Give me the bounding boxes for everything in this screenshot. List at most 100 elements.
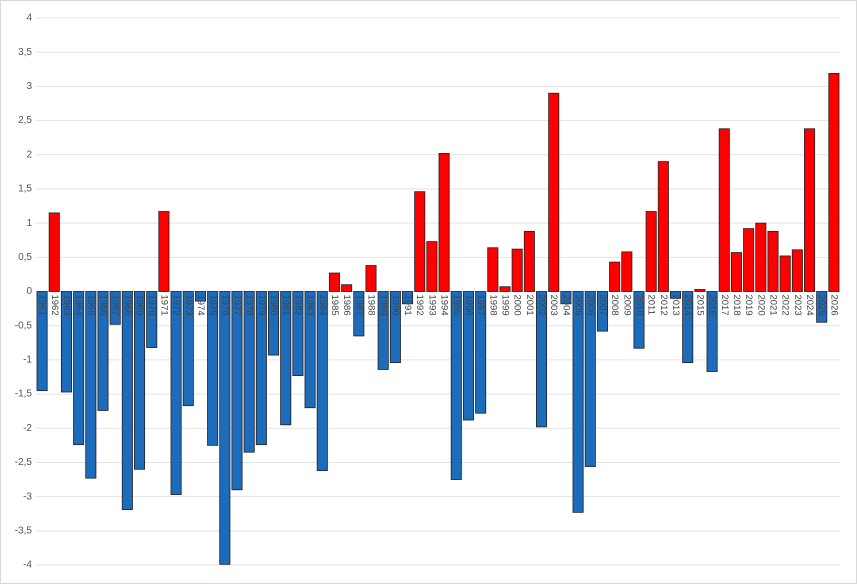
bar — [268, 291, 280, 356]
bar — [755, 222, 767, 292]
bar — [402, 291, 414, 305]
bar — [536, 291, 548, 428]
bar — [499, 286, 511, 292]
x-tick-label: 1978 — [244, 295, 255, 316]
x-tick-label: 2018 — [731, 295, 742, 316]
bar — [572, 291, 584, 513]
x-tick-label: 1990 — [390, 295, 401, 316]
bar — [231, 291, 243, 491]
bar — [438, 152, 450, 292]
x-tick-label: 1974 — [195, 295, 206, 316]
bar — [523, 230, 535, 292]
x-tick-label: 2022 — [780, 295, 791, 316]
bar — [743, 228, 755, 292]
bar — [243, 291, 255, 453]
x-tick-label: 1980 — [268, 295, 279, 316]
bar — [816, 291, 828, 323]
bar — [60, 291, 72, 393]
bar — [207, 291, 219, 446]
x-tick-label: 1992 — [414, 295, 425, 316]
y-tick-label: -0,5 — [15, 320, 33, 331]
bar — [377, 291, 389, 370]
bar — [316, 291, 328, 472]
x-tick-label: 2000 — [512, 295, 523, 316]
x-tick-label: 1970 — [146, 295, 157, 316]
x-tick-label: 1968 — [122, 295, 133, 316]
x-tick-label: 1977 — [231, 295, 242, 316]
bar — [219, 291, 231, 565]
bar — [304, 291, 316, 409]
y-tick-label: -3,5 — [15, 525, 33, 536]
x-tick-label: 1962 — [49, 295, 60, 316]
bar — [328, 272, 340, 292]
y-tick-label: 2 — [26, 149, 32, 160]
x-tick-label: 1983 — [305, 295, 316, 316]
x-tick-label: 1963 — [61, 295, 72, 316]
bar — [645, 211, 657, 292]
x-tick-label: 2025 — [816, 295, 827, 316]
x-tick-label: 2014 — [682, 295, 693, 316]
x-tick-label: 1971 — [158, 295, 169, 316]
x-tick-label: 2002 — [536, 295, 547, 316]
bar — [706, 291, 718, 372]
y-tick-label: -4 — [23, 560, 32, 571]
x-tick-label: 2019 — [743, 295, 754, 316]
x-tick-label: 1984 — [317, 295, 328, 316]
bar — [511, 248, 523, 292]
x-tick-label: 1994 — [439, 295, 450, 316]
bar — [280, 291, 292, 426]
y-tick-label: 3,5 — [18, 47, 32, 58]
y-tick-label: -1,5 — [15, 389, 33, 400]
x-tick-label: 1985 — [329, 295, 340, 316]
x-tick-label: 1964 — [73, 295, 84, 316]
bar — [426, 241, 438, 292]
x-tick-label: 2006 — [585, 295, 596, 316]
bar — [389, 291, 401, 364]
bar — [182, 291, 194, 407]
y-tick-label: 1 — [26, 218, 32, 229]
bar — [85, 291, 97, 479]
bar — [828, 72, 840, 292]
x-tick-label: 2024 — [804, 295, 815, 316]
x-tick-label: 2015 — [694, 295, 705, 316]
bar — [487, 247, 499, 292]
y-tick-label: -2,5 — [15, 457, 33, 468]
bar — [621, 251, 633, 292]
x-tick-label: 1967 — [110, 295, 121, 316]
y-tick-label: 2,5 — [18, 115, 32, 126]
bar — [670, 291, 682, 299]
bar — [609, 261, 621, 292]
x-tick-label: 2012 — [658, 295, 669, 316]
bar — [450, 291, 462, 480]
x-tick-label: 2004 — [560, 295, 571, 316]
x-tick-label: 2021 — [767, 295, 778, 316]
bar — [475, 291, 487, 414]
x-tick-label: 1995 — [451, 295, 462, 316]
bar — [657, 161, 669, 292]
x-tick-label: 1965 — [85, 295, 96, 316]
x-tick-label: 1993 — [426, 295, 437, 316]
x-tick-label: 1966 — [97, 295, 108, 316]
x-tick-label: 1961 — [37, 295, 48, 316]
x-tick-label: 1989 — [378, 295, 389, 316]
bar — [146, 291, 158, 348]
bar — [414, 191, 426, 292]
x-tick-label: 2011 — [646, 295, 657, 315]
x-tick-label: 2001 — [524, 295, 535, 316]
bar — [73, 291, 85, 446]
bar — [682, 291, 694, 364]
x-tick-label: 2009 — [621, 295, 632, 316]
x-tick-label: 2017 — [719, 295, 730, 316]
bar — [109, 291, 121, 325]
bar — [158, 211, 170, 292]
x-tick-label: 1981 — [280, 295, 291, 316]
x-tick-label: 1991 — [402, 295, 413, 316]
x-tick-label: 2003 — [548, 295, 559, 316]
bar — [584, 291, 596, 467]
y-tick-label: -3 — [23, 491, 32, 502]
y-tick-label: -2 — [23, 423, 32, 434]
x-tick-label: 2008 — [609, 295, 620, 316]
x-tick-label: 1988 — [365, 295, 376, 316]
bar — [170, 291, 182, 495]
